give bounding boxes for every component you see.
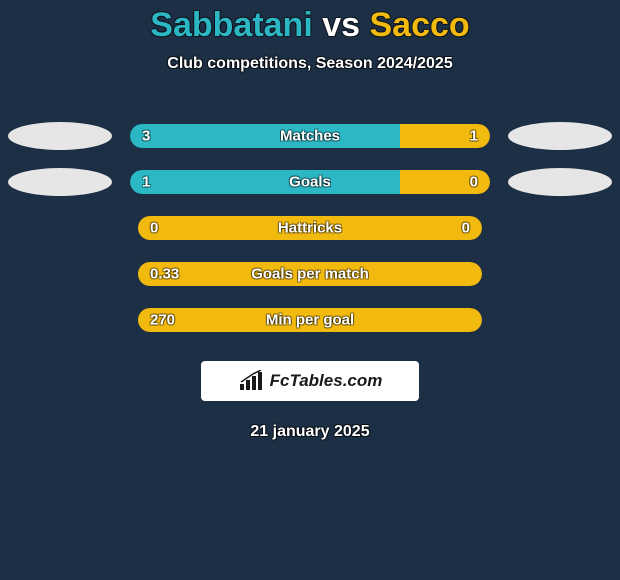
stat-row: Min per goal 270 <box>0 297 620 343</box>
player2-ellipse <box>508 122 612 150</box>
stats-area: Matches 3 1 Goals 1 0 Hattricks 0 0 Goals per mat… <box>0 113 620 343</box>
stat-label: Goals per match <box>251 266 369 283</box>
player1-ellipse <box>8 168 112 196</box>
stat-row: Matches 3 1 <box>0 113 620 159</box>
stat-bar: Hattricks 0 0 <box>138 216 482 240</box>
stat-value-right: 0 <box>462 220 470 237</box>
chart-icon <box>238 370 266 392</box>
stat-bar: Goals 1 0 <box>130 170 490 194</box>
stat-value-left: 270 <box>150 312 175 329</box>
subtitle: Club competitions, Season 2024/2025 <box>0 55 620 73</box>
stat-bar: Goals per match 0.33 <box>138 262 482 286</box>
stat-value-left: 3 <box>142 128 150 145</box>
comparison-infographic: Sabbatani vs Sacco Club competitions, Se… <box>0 0 620 580</box>
source-badge-text: FcTables.com <box>270 371 383 391</box>
stat-bar-left <box>130 124 400 148</box>
stat-row: Goals per match 0.33 <box>0 251 620 297</box>
stat-label: Goals <box>289 174 331 191</box>
stat-row: Hattricks 0 0 <box>0 205 620 251</box>
stat-value-left: 1 <box>142 174 150 191</box>
stat-bar: Min per goal 270 <box>138 308 482 332</box>
stat-label: Min per goal <box>266 312 354 329</box>
stat-value-left: 0.33 <box>150 266 179 283</box>
stat-value-right: 1 <box>470 128 478 145</box>
player2-ellipse <box>508 168 612 196</box>
player1-name: Sabbatani <box>150 6 312 44</box>
stat-row: Goals 1 0 <box>0 159 620 205</box>
page-title: Sabbatani vs Sacco <box>0 0 620 45</box>
vs-separator: vs <box>313 6 370 44</box>
stat-label: Hattricks <box>278 220 342 237</box>
stat-bar: Matches 3 1 <box>130 124 490 148</box>
date-label: 21 january 2025 <box>0 423 620 441</box>
player1-ellipse <box>8 122 112 150</box>
player2-name: Sacco <box>370 6 470 44</box>
stat-value-left: 0 <box>150 220 158 237</box>
stat-value-right: 0 <box>470 174 478 191</box>
stat-bar-left <box>130 170 400 194</box>
stat-label: Matches <box>280 128 340 145</box>
source-badge: FcTables.com <box>201 361 419 401</box>
